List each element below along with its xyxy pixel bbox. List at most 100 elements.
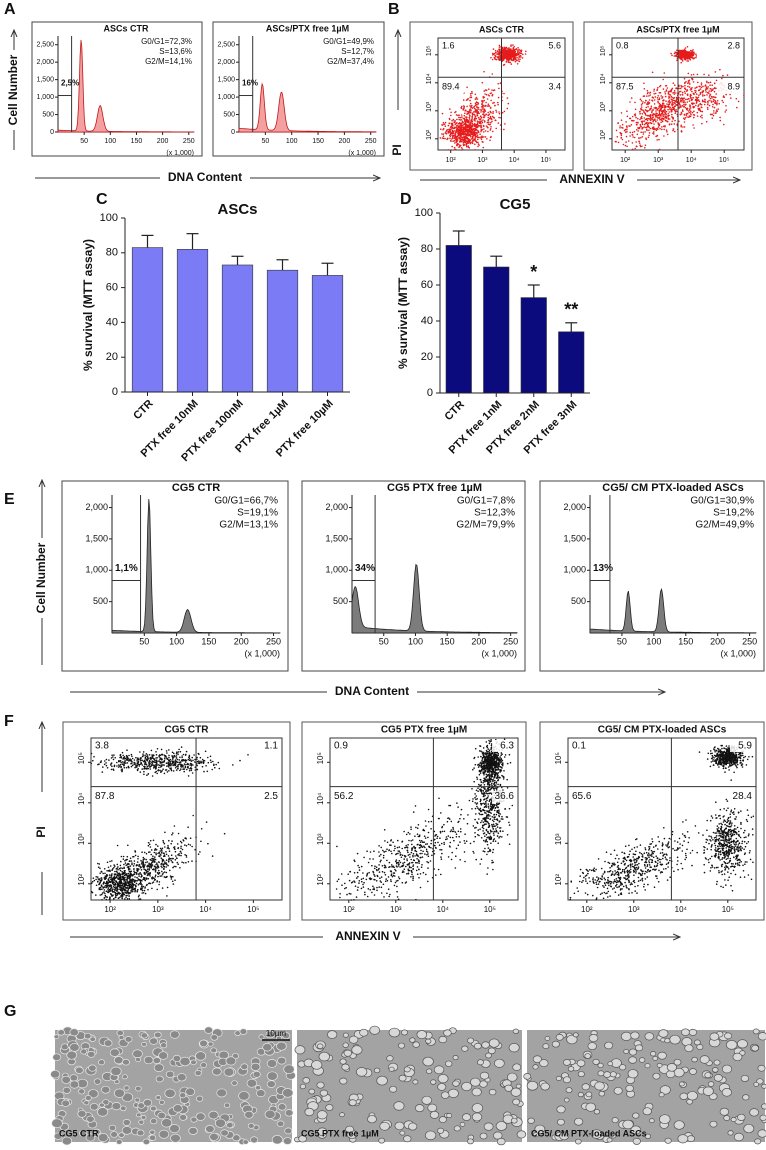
event-dot [691, 51, 693, 53]
event-dot [135, 872, 137, 874]
event-dot [168, 755, 170, 757]
event-dot [681, 86, 683, 88]
event-dot [625, 141, 627, 143]
y-tick-label: 1,500 [563, 533, 586, 543]
event-dot [692, 79, 694, 81]
event-dot [123, 762, 125, 764]
event-dot [167, 847, 169, 849]
event-dot [443, 135, 445, 137]
event-dot [215, 764, 217, 766]
event-dot [680, 91, 682, 93]
event-dot [621, 119, 623, 121]
event-dot [498, 122, 500, 124]
event-dot [492, 54, 494, 56]
event-dot [685, 47, 687, 49]
event-dot [150, 883, 152, 885]
event-dot [515, 61, 517, 63]
event-dot [674, 131, 676, 133]
event-dot [104, 893, 106, 895]
event-dot [701, 82, 703, 84]
event-dot [713, 110, 715, 112]
event-dot [166, 750, 168, 752]
event-dot [138, 762, 140, 764]
event-dot [708, 82, 710, 84]
event-dot [698, 89, 700, 91]
event-dot [155, 844, 157, 846]
event-dot [100, 880, 102, 882]
event-dot [452, 141, 454, 143]
event-dot [632, 136, 634, 138]
event-dot [475, 135, 477, 137]
event-dot [525, 53, 527, 55]
event-dot [121, 769, 123, 771]
event-dot [154, 866, 156, 868]
event-dot [635, 117, 637, 119]
event-dot [709, 84, 711, 86]
event-dot [141, 768, 143, 770]
event-dot [492, 116, 494, 118]
x-tick-label: 250 [503, 636, 518, 646]
event-dot [457, 143, 459, 145]
event-dot [664, 125, 666, 127]
event-dot [161, 871, 163, 873]
quadrant-label: 2.8 [727, 40, 740, 50]
event-dot [151, 878, 153, 880]
event-dot [464, 142, 466, 144]
panel-letter: B [388, 1, 400, 18]
event-dot [207, 843, 209, 845]
event-dot [114, 766, 116, 768]
event-dot [139, 873, 141, 875]
event-dot [461, 107, 463, 109]
event-dot [458, 844, 460, 846]
event-dot [699, 108, 701, 110]
event-dot [160, 848, 162, 850]
event-dot [665, 100, 667, 102]
event-dot [123, 856, 125, 858]
event-dot [111, 880, 113, 882]
event-dot [696, 93, 698, 95]
event-dot [166, 859, 168, 861]
event-dot [641, 121, 643, 123]
event-dot [715, 71, 717, 73]
event-dot [645, 119, 647, 121]
event-dot [632, 132, 634, 134]
event-dot [675, 112, 677, 114]
quadrant-label: 2.5 [264, 791, 278, 802]
event-dot [472, 123, 474, 125]
event-dot [461, 116, 463, 118]
event-dot [684, 92, 686, 94]
event-dot [715, 93, 717, 95]
event-dot [498, 811, 500, 813]
x-tick-label: 100 [646, 636, 661, 646]
event-dot [490, 107, 492, 109]
event-dot [623, 144, 625, 146]
event-dot [472, 137, 474, 139]
event-dot [466, 106, 468, 108]
event-dot [503, 59, 505, 61]
event-dot [127, 885, 129, 887]
event-dot [675, 109, 677, 111]
event-dot [657, 109, 659, 111]
event-dot [495, 56, 497, 58]
event-dot [105, 896, 107, 898]
event-dot [684, 114, 686, 116]
y-tick-label: 1,000 [325, 565, 348, 575]
event-dot [503, 47, 505, 49]
event-dot [158, 884, 160, 886]
event-dot [200, 761, 202, 763]
event-dot [136, 766, 138, 768]
event-dot [642, 136, 644, 138]
event-dot [129, 758, 131, 760]
event-dot [176, 769, 178, 771]
event-dot [406, 873, 408, 875]
event-dot [151, 760, 153, 762]
event-dot [714, 107, 716, 109]
event-dot [180, 855, 182, 857]
event-dot [192, 815, 194, 817]
event-dot [147, 766, 149, 768]
event-dot [702, 94, 704, 96]
event-dot [626, 131, 628, 133]
event-dot [453, 122, 455, 124]
event-dot [185, 761, 187, 763]
event-dot [451, 125, 453, 127]
